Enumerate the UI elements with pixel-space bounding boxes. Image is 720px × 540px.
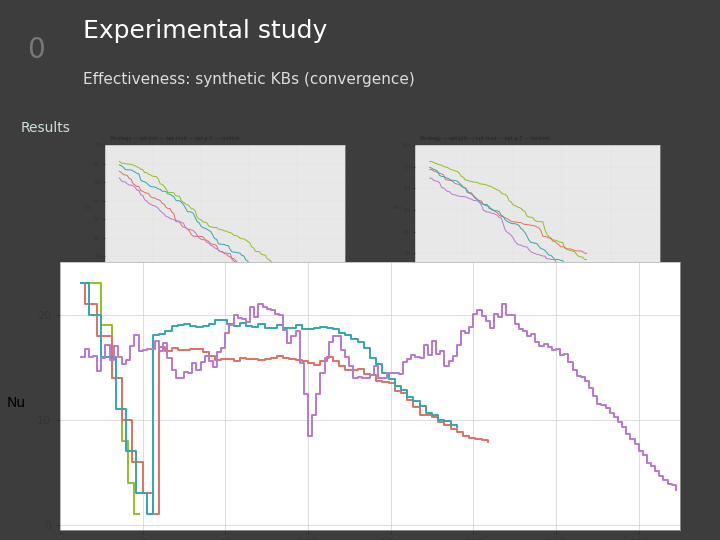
Text: 0: 0 [27,36,45,64]
Y-axis label: Nu: Nu [83,205,91,210]
Text: Results: Results [21,120,71,134]
Text: Strategy — opt-join — opt-med — opt-p-3 — random: Strategy — opt-join — opt-med — opt-p-3 … [420,136,549,141]
FancyBboxPatch shape [0,0,72,110]
Text: Effectiveness: synthetic KBs (convergence): Effectiveness: synthetic KBs (convergenc… [83,72,415,87]
Text: Strategy — opt-join — opt-med — opt-p-3 — random: Strategy — opt-join — opt-med — opt-p-3 … [109,136,239,141]
Y-axis label: Nu: Nu [393,205,402,210]
Y-axis label: Nu: Nu [6,396,26,410]
Text: Experimental study: Experimental study [83,19,327,43]
